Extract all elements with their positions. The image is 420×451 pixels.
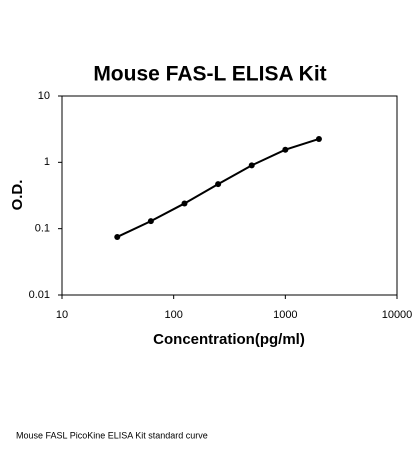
x-axis-label: Concentration(pg/ml) <box>153 331 305 348</box>
data-point <box>315 135 322 142</box>
fit-curve <box>116 138 320 238</box>
y-tick-label: 0.1 <box>35 223 50 235</box>
data-point <box>114 233 121 240</box>
data-point <box>181 200 188 207</box>
data-point <box>147 218 154 225</box>
caption: Mouse FASL PicoKine ELISA Kit standard c… <box>16 430 208 440</box>
y-tick-label: 0.01 <box>29 289 50 301</box>
y-axis-label: O.D. <box>9 180 26 211</box>
x-tick-label: 10 <box>56 309 68 321</box>
data-point <box>248 162 255 169</box>
x-tick-label: 1000 <box>273 309 297 321</box>
plot-frame <box>61 95 398 296</box>
y-tick-label: 1 <box>44 156 50 168</box>
y-tick-label: 10 <box>38 90 50 102</box>
data-point <box>215 181 222 188</box>
x-tick-label: 10000 <box>382 309 413 321</box>
data-point <box>282 146 289 153</box>
x-tick-label: 100 <box>164 309 182 321</box>
chart-title: Mouse FAS-L ELISA Kit <box>93 63 326 86</box>
